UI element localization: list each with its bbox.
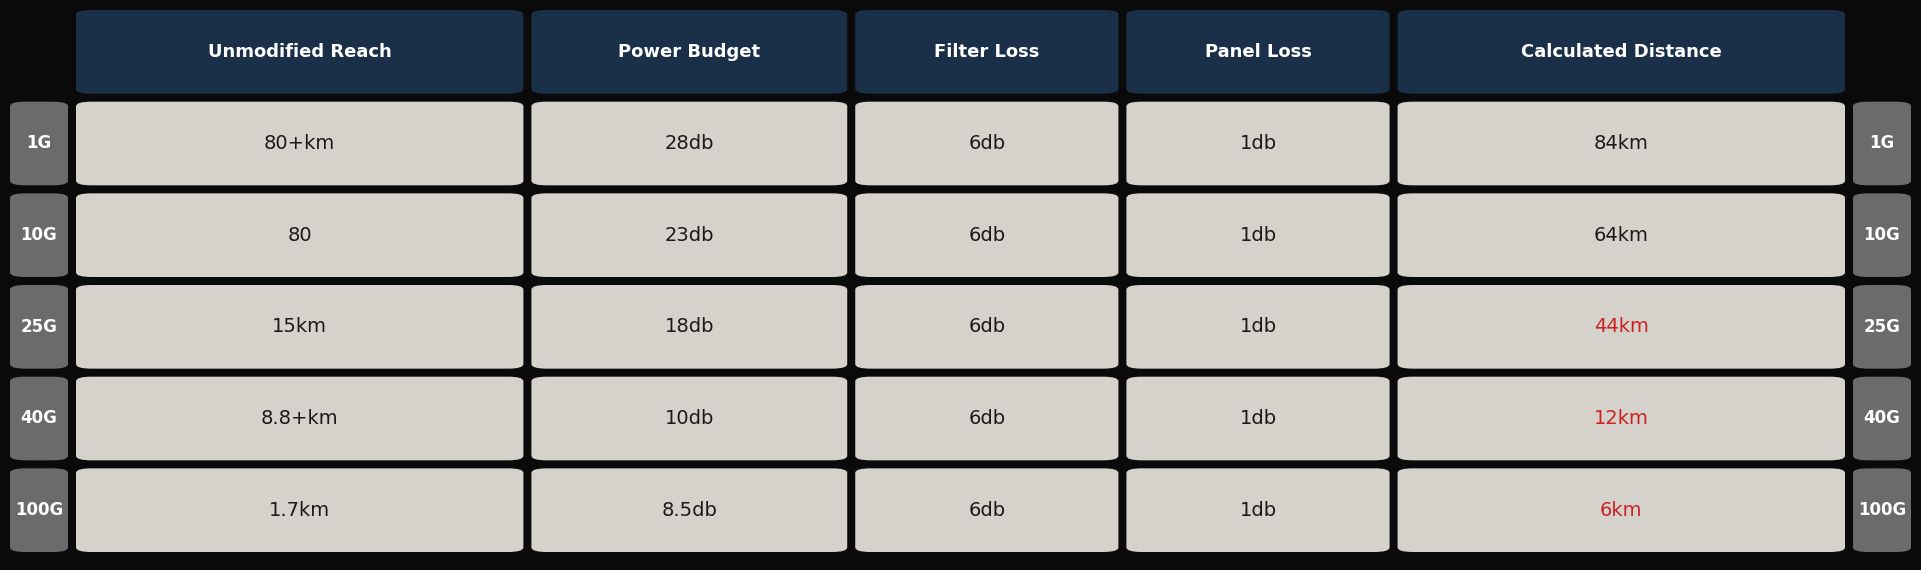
FancyBboxPatch shape (532, 377, 847, 461)
Text: Calculated Distance: Calculated Distance (1521, 43, 1721, 61)
Text: 10G: 10G (21, 226, 58, 244)
Text: 8.8+km: 8.8+km (261, 409, 338, 428)
Text: 80: 80 (288, 226, 311, 245)
Text: 1db: 1db (1239, 134, 1277, 153)
Text: Filter Loss: Filter Loss (934, 43, 1039, 61)
FancyBboxPatch shape (855, 193, 1118, 277)
FancyBboxPatch shape (532, 469, 847, 552)
FancyBboxPatch shape (77, 377, 523, 461)
FancyBboxPatch shape (10, 469, 67, 552)
Text: 1db: 1db (1239, 500, 1277, 520)
Text: 1db: 1db (1239, 317, 1277, 336)
Text: 6db: 6db (968, 409, 1005, 428)
Text: 80+km: 80+km (263, 134, 336, 153)
FancyBboxPatch shape (532, 285, 847, 369)
FancyBboxPatch shape (855, 469, 1118, 552)
FancyBboxPatch shape (855, 377, 1118, 461)
FancyBboxPatch shape (1126, 101, 1389, 185)
Text: 100G: 100G (15, 501, 63, 519)
Text: 8.5db: 8.5db (661, 500, 717, 520)
FancyBboxPatch shape (77, 285, 523, 369)
Text: 23db: 23db (665, 226, 715, 245)
Text: 25G: 25G (1863, 318, 1900, 336)
FancyBboxPatch shape (1126, 377, 1389, 461)
Text: 12km: 12km (1594, 409, 1648, 428)
FancyBboxPatch shape (1126, 469, 1389, 552)
FancyBboxPatch shape (1126, 285, 1389, 369)
Text: 44km: 44km (1594, 317, 1648, 336)
Text: Power Budget: Power Budget (619, 43, 761, 61)
Text: 6db: 6db (968, 134, 1005, 153)
FancyBboxPatch shape (1398, 285, 1844, 369)
Text: Unmodified Reach: Unmodified Reach (207, 43, 392, 61)
FancyBboxPatch shape (10, 101, 67, 185)
Text: 1G: 1G (1869, 135, 1894, 153)
Text: 10db: 10db (665, 409, 715, 428)
Text: 18db: 18db (665, 317, 715, 336)
Text: 15km: 15km (273, 317, 327, 336)
FancyBboxPatch shape (532, 193, 847, 277)
FancyBboxPatch shape (532, 10, 847, 93)
FancyBboxPatch shape (1854, 377, 1911, 461)
FancyBboxPatch shape (855, 285, 1118, 369)
Text: 84km: 84km (1594, 134, 1648, 153)
FancyBboxPatch shape (532, 101, 847, 185)
Text: 1db: 1db (1239, 226, 1277, 245)
Text: 6db: 6db (968, 317, 1005, 336)
FancyBboxPatch shape (77, 101, 523, 185)
FancyBboxPatch shape (1398, 10, 1844, 93)
Text: Panel Loss: Panel Loss (1204, 43, 1312, 61)
Text: 64km: 64km (1594, 226, 1648, 245)
Text: 28db: 28db (665, 134, 715, 153)
FancyBboxPatch shape (77, 193, 523, 277)
Text: 6db: 6db (968, 500, 1005, 520)
Text: 100G: 100G (1858, 501, 1906, 519)
Text: 1db: 1db (1239, 409, 1277, 428)
FancyBboxPatch shape (1854, 193, 1911, 277)
Text: 40G: 40G (21, 409, 58, 428)
Text: 25G: 25G (21, 318, 58, 336)
Text: 40G: 40G (1863, 409, 1900, 428)
Text: 6km: 6km (1600, 500, 1642, 520)
FancyBboxPatch shape (77, 10, 523, 93)
FancyBboxPatch shape (77, 469, 523, 552)
FancyBboxPatch shape (10, 377, 67, 461)
FancyBboxPatch shape (1854, 285, 1911, 369)
Text: 6db: 6db (968, 226, 1005, 245)
FancyBboxPatch shape (1854, 101, 1911, 185)
FancyBboxPatch shape (1854, 469, 1911, 552)
FancyBboxPatch shape (1126, 193, 1389, 277)
FancyBboxPatch shape (1398, 469, 1844, 552)
FancyBboxPatch shape (10, 285, 67, 369)
Text: 10G: 10G (1863, 226, 1900, 244)
Text: 1G: 1G (27, 135, 52, 153)
FancyBboxPatch shape (10, 193, 67, 277)
Text: 1.7km: 1.7km (269, 500, 330, 520)
FancyBboxPatch shape (1398, 193, 1844, 277)
FancyBboxPatch shape (855, 10, 1118, 93)
FancyBboxPatch shape (855, 101, 1118, 185)
FancyBboxPatch shape (1398, 101, 1844, 185)
FancyBboxPatch shape (1126, 10, 1389, 93)
FancyBboxPatch shape (1398, 377, 1844, 461)
